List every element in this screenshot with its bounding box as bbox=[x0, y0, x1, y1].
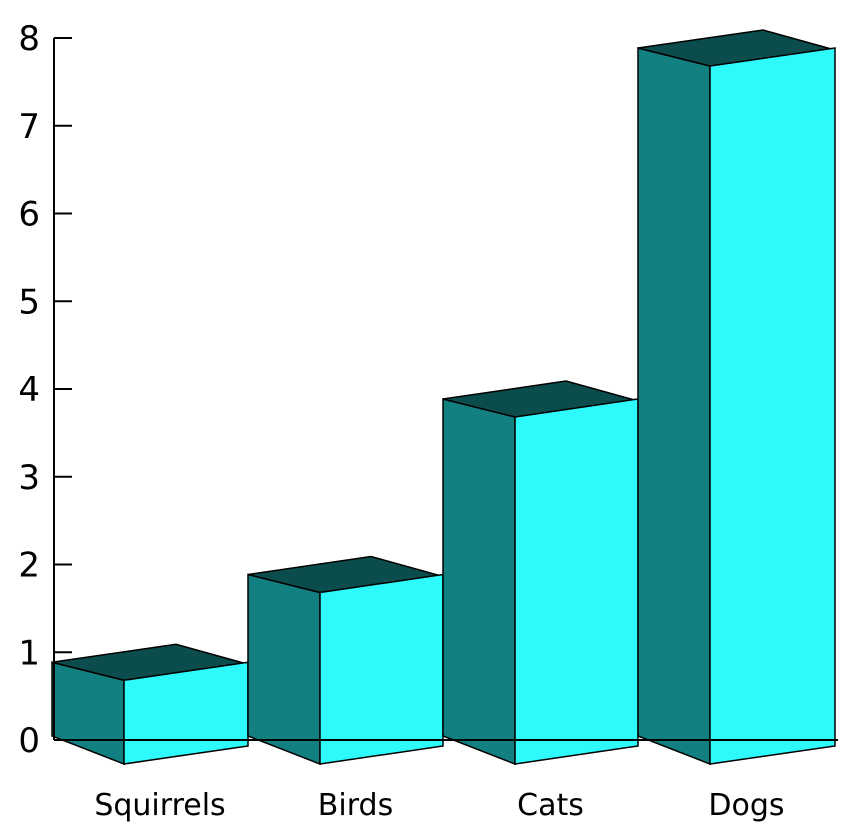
bar-cats bbox=[442, 380, 639, 766]
y-tick-label: 8 bbox=[18, 19, 40, 59]
bar-side-face bbox=[247, 573, 321, 766]
y-tick-labels: 0 1 2 3 4 5 6 7 8 bbox=[18, 19, 72, 761]
x-tick-label: Birds bbox=[318, 788, 393, 823]
y-tick-label: 6 bbox=[18, 195, 40, 235]
bar-front-face bbox=[319, 573, 444, 765]
x-tick-label: Dogs bbox=[708, 788, 784, 823]
bar-front-face bbox=[514, 398, 639, 765]
bar-front-face bbox=[123, 661, 249, 765]
y-tick-label: 4 bbox=[18, 370, 40, 410]
bar-front-face bbox=[709, 47, 836, 765]
y-tick-label: 0 bbox=[18, 721, 40, 761]
bar-side-face bbox=[637, 47, 711, 766]
x-tick-label: Cats bbox=[517, 788, 584, 823]
bars-layer bbox=[51, 29, 836, 766]
bar-dogs bbox=[637, 29, 836, 766]
y-tick-label: 2 bbox=[18, 546, 40, 586]
bar-side-face bbox=[442, 398, 516, 766]
y-tick-label: 7 bbox=[18, 107, 40, 147]
bar-birds bbox=[247, 555, 444, 766]
bar-squirrels bbox=[51, 643, 249, 766]
y-tick-label: 3 bbox=[18, 458, 40, 498]
x-tick-labels: Squirrels Birds Cats Dogs bbox=[94, 788, 784, 823]
y-tick-label: 5 bbox=[18, 282, 40, 322]
y-tick-label: 1 bbox=[18, 633, 40, 673]
x-tick-label: Squirrels bbox=[94, 788, 225, 823]
